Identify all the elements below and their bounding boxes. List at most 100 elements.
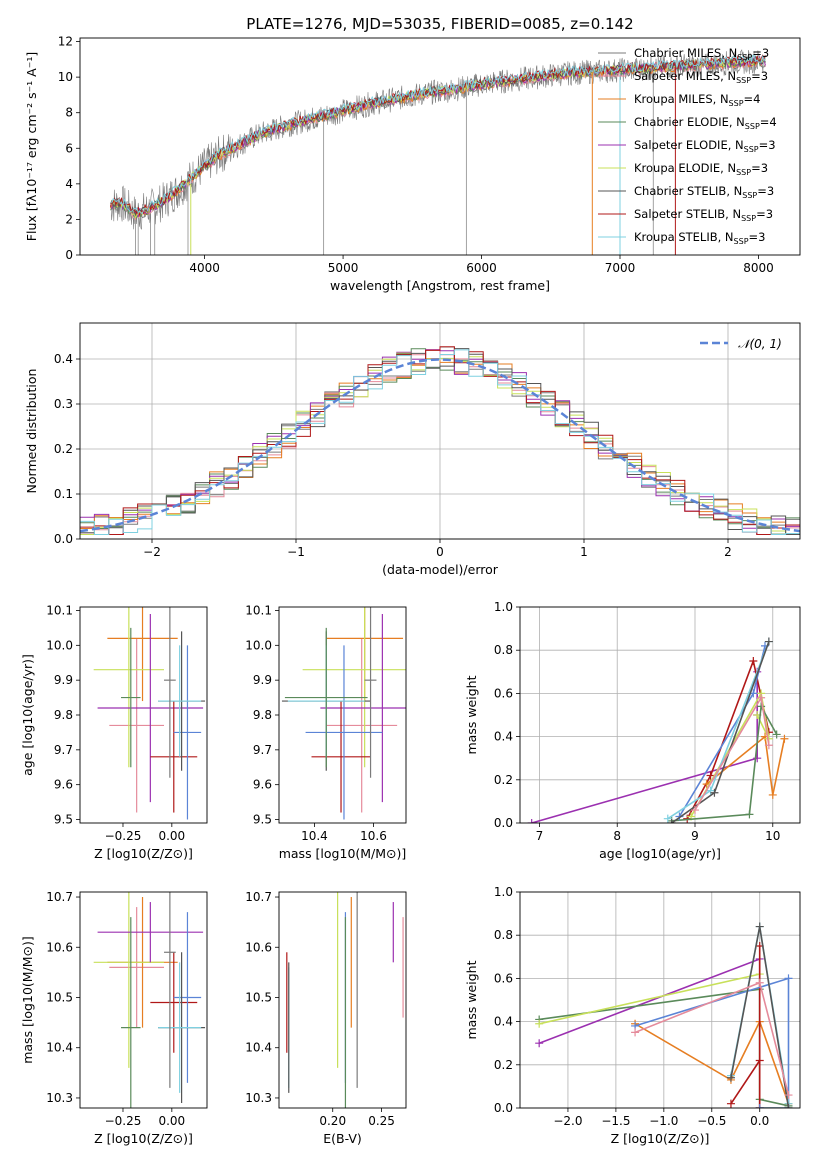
weight-marker: [755, 1104, 764, 1108]
errorbar: [320, 613, 406, 803]
normal-curve: [80, 358, 800, 533]
y-tick-label: 6: [65, 141, 73, 155]
x-tick-label: 7000: [605, 261, 636, 275]
x-axis-label: (data-model)/error: [382, 562, 499, 577]
x-tick-label: −0.5: [697, 1114, 726, 1128]
x-tick-label: 4000: [189, 261, 220, 275]
y-tick-label: 10: [58, 70, 73, 84]
y-tick-label: 0.2: [494, 773, 513, 787]
histogram-salpeter-stelib: [80, 346, 800, 535]
weight-marker: [755, 1056, 764, 1065]
y-tick-label: 10.6: [46, 940, 73, 954]
weight-line: [730, 946, 761, 1108]
y-tick-label: 10.4: [245, 1041, 272, 1055]
figure-title: PLATE=1276, MJD=53035, FIBERID=0085, z=0…: [246, 15, 633, 33]
y-tick-label: 9.9: [54, 673, 73, 687]
histogram-panel: −2 −1 0 1 2 0.0 0.1 0.2 0.3 0.4 (data-model)/error…: [24, 322, 801, 577]
errorbar: [173, 645, 202, 820]
errorbar: [164, 892, 176, 1088]
weight-marker: [764, 741, 773, 750]
x-tick-label: 0.0: [750, 1114, 769, 1128]
axes-frame: [79, 891, 208, 1109]
y-tick-label: 9.5: [54, 813, 73, 827]
weight-line: [667, 641, 770, 820]
axes-frame: [519, 891, 801, 1109]
weight-marker: [706, 771, 715, 780]
axes-frame: [79, 322, 801, 540]
weight-marker: [726, 1099, 735, 1108]
weight-marker: [780, 734, 789, 743]
weight-marker: [726, 1073, 735, 1082]
spectrum-legend: Chabrier MILES, NSSP=3 Salpeter MILES, NS…: [598, 46, 777, 246]
weight-marker: [753, 754, 762, 763]
x-axis-label: Z [log10(Z/Z⊙)]: [94, 846, 193, 861]
model-kroupa-stelib: [110, 54, 766, 214]
y-tick-label: 4: [65, 177, 73, 191]
x-tick-label: −1: [287, 545, 305, 559]
y-tick-label: 0.2: [494, 1058, 513, 1072]
y-tick-label: 9.6: [54, 778, 73, 792]
y-axis-label: mass weight: [464, 960, 479, 1039]
age-vs-Z-panel: −0.25 0.00 9.5 9.6 9.7 9.8 9.9 10.0 10.1 Z [log10…: [20, 603, 208, 861]
weight-marker: [764, 637, 773, 646]
observed-spectrum: [110, 49, 766, 230]
y-tick-label: 10.6: [245, 940, 272, 954]
errorbar: [150, 701, 198, 813]
y-tick-label: 0.4: [494, 730, 513, 744]
y-tick-label: 9.8: [54, 708, 73, 722]
legend-label: Chabrier ELODIE, NSSP=4: [634, 115, 777, 131]
axes-frame: [519, 606, 801, 824]
x-axis-label: age [log10(age/yr)]: [599, 846, 721, 861]
errorbar: [121, 917, 141, 1108]
errorbar: [326, 638, 398, 813]
errorbar: [150, 952, 198, 1053]
y-tick-label: 0: [65, 248, 73, 262]
y-tick-label: 0.0: [494, 1101, 513, 1115]
plot-area: [93, 607, 206, 820]
weight-marker: [663, 814, 672, 823]
y-tick-label: 10.3: [245, 1091, 272, 1105]
plot-area: [535, 922, 793, 1108]
weight-marker: [784, 1104, 793, 1108]
errorbar: [158, 645, 202, 757]
errorbar: [311, 701, 371, 813]
axes-frame: [79, 606, 208, 824]
x-tick-label: −2: [143, 545, 161, 559]
x-tick-label: 7: [536, 829, 544, 843]
errorbar: [302, 607, 406, 768]
y-tick-label: 0.1: [54, 487, 73, 501]
y-tick-label: 10.5: [46, 990, 73, 1004]
x-tick-label: 0.20: [319, 1114, 346, 1128]
y-tick-label: 10.7: [46, 890, 73, 904]
weight-marker: [772, 730, 781, 739]
y-axis-label: mass weight: [464, 675, 479, 754]
errorbar: [364, 607, 377, 778]
x-axis-label: mass [log10(M/M⊙)]: [279, 846, 407, 861]
histogram-kroupa-stelib: [80, 349, 800, 535]
errorbar: [158, 962, 202, 1093]
plot-area: [527, 637, 789, 823]
y-tick-label: 10.5: [245, 990, 272, 1004]
errorbar: [305, 645, 383, 820]
spectrum-panel: 4000 5000 6000 7000 8000 0 2 4 6 8 10 12 wavelength …: [24, 35, 801, 293]
y-tick-label: 0.8: [494, 928, 513, 942]
plot-area: [80, 346, 800, 535]
x-tick-label: 0.00: [158, 829, 185, 843]
legend-label: Kroupa STELIB, NSSP=3: [634, 230, 765, 246]
weight-line: [706, 735, 786, 796]
y-tick-label: 0.4: [494, 1015, 513, 1029]
y-tick-label: 1.0: [494, 600, 513, 614]
x-axis-label: Z [log10(Z/Z⊙)]: [611, 1131, 710, 1146]
weight-line: [531, 671, 759, 823]
errorbar: [173, 912, 202, 1083]
weight-vs-age-panel: 7 8 9 10 0.0 0.2 0.4 0.6 0.8 1.0 age [log10(age/yr…: [464, 600, 801, 861]
y-tick-label: 0.0: [54, 532, 73, 546]
weight-line: [634, 1019, 790, 1104]
errorbar: [109, 638, 165, 813]
weight-marker: [784, 974, 793, 983]
errorbar: [93, 892, 165, 1068]
y-tick-label: 0.4: [54, 352, 73, 366]
legend-label: Salpeter MILES, NSSP=3: [634, 69, 768, 85]
model-chabrier-stelib: [110, 55, 766, 216]
y-tick-label: 9.7: [54, 743, 73, 757]
